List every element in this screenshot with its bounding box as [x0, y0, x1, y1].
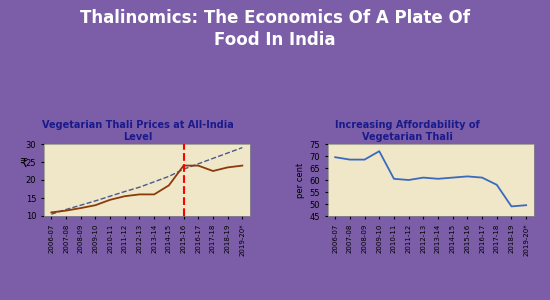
Text: Increasing Affordability of
Vegetarian Thali: Increasing Affordability of Vegetarian T… [334, 120, 480, 142]
Y-axis label: ₹: ₹ [19, 158, 28, 171]
Text: Thalinomics: The Economics Of A Plate Of
Food In India: Thalinomics: The Economics Of A Plate Of… [80, 9, 470, 49]
Y-axis label: per cent: per cent [296, 162, 305, 198]
Text: Vegetarian Thali Prices at All-India
Level: Vegetarian Thali Prices at All-India Lev… [42, 120, 233, 142]
